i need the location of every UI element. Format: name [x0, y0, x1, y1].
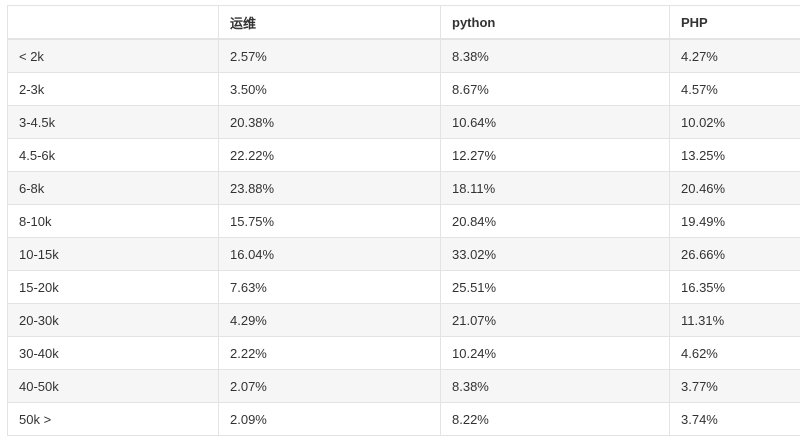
php-value-cell: 3.77% [669, 369, 800, 403]
table-row: 40-50k 2.07% 8.38% 3.77% [7, 369, 800, 403]
table-row: 3-4.5k 20.38% 10.64% 10.02% [7, 105, 800, 139]
ops-value-cell: 22.22% [218, 138, 441, 172]
ops-value-cell: 2.07% [218, 369, 441, 403]
php-value-cell: 11.31% [669, 303, 800, 337]
table-row: 10-15k 16.04% 33.02% 26.66% [7, 237, 800, 271]
python-value-cell: 8.67% [440, 72, 670, 106]
table-row: 4.5-6k 22.22% 12.27% 13.25% [7, 138, 800, 172]
php-value-cell: 4.62% [669, 336, 800, 370]
ops-value-cell: 16.04% [218, 237, 441, 271]
ops-value-cell: 7.63% [218, 270, 441, 304]
salary-table-container: 运维 python PHP < 2k 2.57% 8.38% 4.27% 2-3… [7, 5, 800, 436]
php-value-cell: 3.74% [669, 402, 800, 436]
python-value-cell: 12.27% [440, 138, 670, 172]
header-cell-python: python [440, 5, 670, 40]
php-value-cell: 10.02% [669, 105, 800, 139]
table-row: 15-20k 7.63% 25.51% 16.35% [7, 270, 800, 304]
ops-value-cell: 2.57% [218, 38, 441, 73]
salary-range-cell: 2-3k [7, 72, 219, 106]
ops-value-cell: 2.09% [218, 402, 441, 436]
python-value-cell: 8.22% [440, 402, 670, 436]
table-body: < 2k 2.57% 8.38% 4.27% 2-3k 3.50% 8.67% … [7, 38, 800, 436]
header-row: 运维 python PHP [7, 5, 800, 40]
salary-range-cell: 15-20k [7, 270, 219, 304]
python-value-cell: 10.64% [440, 105, 670, 139]
header-cell-ops: 运维 [218, 5, 441, 40]
salary-range-cell: 8-10k [7, 204, 219, 238]
salary-range-cell: 20-30k [7, 303, 219, 337]
header-cell-php: PHP [669, 5, 800, 40]
python-value-cell: 18.11% [440, 171, 670, 205]
php-value-cell: 4.57% [669, 72, 800, 106]
ops-value-cell: 23.88% [218, 171, 441, 205]
table-row: 30-40k 2.22% 10.24% 4.62% [7, 336, 800, 370]
table-header: 运维 python PHP [7, 5, 800, 40]
php-value-cell: 19.49% [669, 204, 800, 238]
python-value-cell: 10.24% [440, 336, 670, 370]
table-row: 8-10k 15.75% 20.84% 19.49% [7, 204, 800, 238]
table-row: 2-3k 3.50% 8.67% 4.57% [7, 72, 800, 106]
salary-distribution-table: 运维 python PHP < 2k 2.57% 8.38% 4.27% 2-3… [7, 5, 800, 436]
php-value-cell: 20.46% [669, 171, 800, 205]
salary-range-cell: 3-4.5k [7, 105, 219, 139]
php-value-cell: 13.25% [669, 138, 800, 172]
ops-value-cell: 2.22% [218, 336, 441, 370]
salary-range-cell: 10-15k [7, 237, 219, 271]
table-row: < 2k 2.57% 8.38% 4.27% [7, 38, 800, 73]
table-row: 50k > 2.09% 8.22% 3.74% [7, 402, 800, 436]
python-value-cell: 33.02% [440, 237, 670, 271]
salary-range-cell: 50k > [7, 402, 219, 436]
salary-range-cell: < 2k [7, 38, 219, 73]
python-value-cell: 8.38% [440, 369, 670, 403]
salary-range-cell: 4.5-6k [7, 138, 219, 172]
ops-value-cell: 4.29% [218, 303, 441, 337]
salary-range-cell: 40-50k [7, 369, 219, 403]
header-cell-range [7, 5, 219, 40]
php-value-cell: 4.27% [669, 38, 800, 73]
salary-range-cell: 30-40k [7, 336, 219, 370]
salary-range-cell: 6-8k [7, 171, 219, 205]
ops-value-cell: 20.38% [218, 105, 441, 139]
ops-value-cell: 15.75% [218, 204, 441, 238]
python-value-cell: 25.51% [440, 270, 670, 304]
table-row: 20-30k 4.29% 21.07% 11.31% [7, 303, 800, 337]
table-row: 6-8k 23.88% 18.11% 20.46% [7, 171, 800, 205]
python-value-cell: 20.84% [440, 204, 670, 238]
python-value-cell: 8.38% [440, 38, 670, 73]
php-value-cell: 26.66% [669, 237, 800, 271]
python-value-cell: 21.07% [440, 303, 670, 337]
ops-value-cell: 3.50% [218, 72, 441, 106]
php-value-cell: 16.35% [669, 270, 800, 304]
